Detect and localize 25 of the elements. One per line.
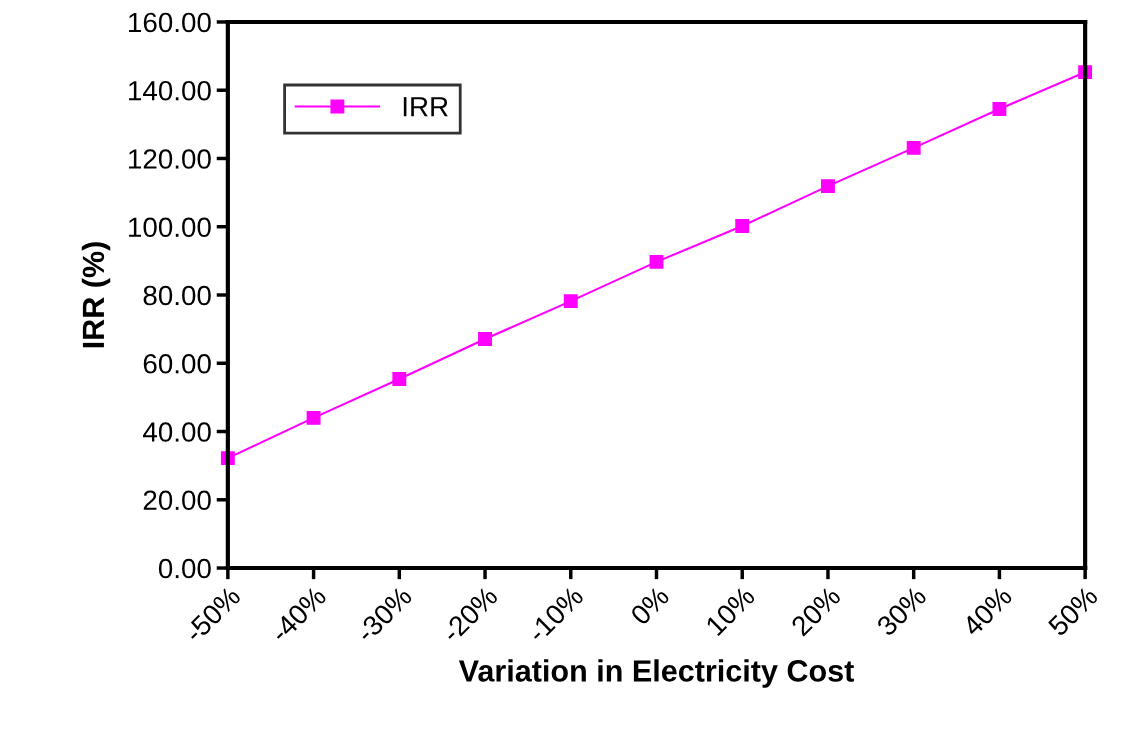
x-tick-label: 50% [1047, 585, 1099, 637]
x-axis-title: Variation in Electricity Cost [458, 659, 854, 688]
y-tick-label: 100.00 [129, 217, 211, 238]
y-tick-label: 20.00 [143, 490, 211, 511]
point [306, 410, 321, 425]
x-tick-label: 30% [875, 585, 928, 637]
x-tick-label: 40% [961, 585, 1014, 638]
point [649, 254, 664, 269]
y-tick-label: 0.00 [158, 558, 211, 579]
point [392, 372, 407, 386]
x-tick-label: 0% [629, 585, 671, 627]
y-tick-label: 140.00 [129, 80, 211, 101]
y-tick-label: 120.00 [129, 149, 211, 169]
point [478, 332, 492, 346]
point [821, 179, 835, 194]
point [906, 140, 921, 155]
y-axis-title: IRR (%) [81, 242, 111, 348]
point [563, 294, 578, 309]
point [992, 102, 1007, 116]
y-tick-label: 160.00 [129, 12, 211, 33]
y-tick-label: 60.00 [143, 353, 211, 374]
y-tick-label: 80.00 [143, 285, 211, 306]
point [735, 219, 750, 233]
legend-label: IRR [403, 97, 448, 117]
y-tick-label: 40.00 [143, 422, 211, 442]
